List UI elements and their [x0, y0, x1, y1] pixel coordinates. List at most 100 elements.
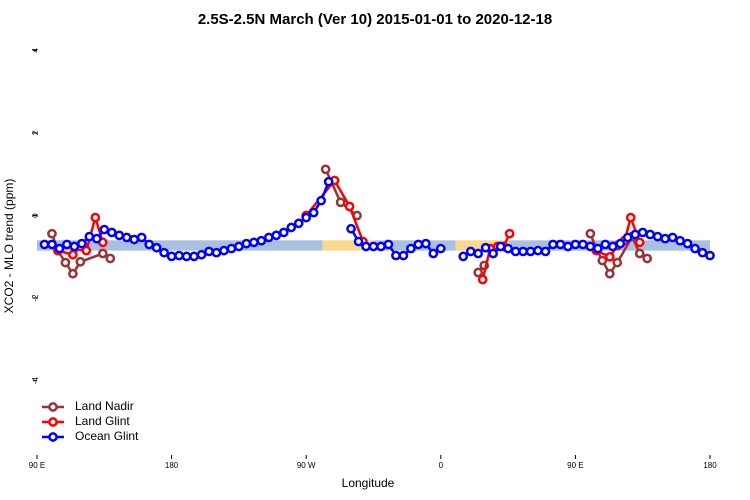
series-point — [151, 242, 162, 253]
series-point — [503, 243, 513, 254]
series-point — [320, 164, 331, 175]
series-point — [308, 207, 319, 218]
series-point — [361, 241, 371, 252]
series-point — [622, 232, 633, 243]
series-point — [286, 222, 297, 233]
series-point — [630, 229, 641, 240]
legend-marker — [48, 432, 58, 442]
series-point — [241, 238, 252, 249]
series-point — [495, 241, 506, 252]
series-point — [642, 253, 653, 264]
series-point — [211, 247, 222, 258]
legend-label: Land Nadir — [75, 399, 134, 413]
x-tick-label: 90 E — [567, 461, 583, 470]
series-point — [144, 239, 155, 250]
series-point — [234, 241, 244, 252]
series-point — [219, 245, 229, 256]
series-point — [652, 231, 663, 242]
series-point — [406, 243, 416, 254]
series-point — [293, 218, 304, 229]
series-point — [344, 201, 355, 212]
x-tick-label: 90 W — [297, 461, 316, 470]
y-tick-label: -2 — [31, 294, 40, 302]
band — [37, 240, 323, 251]
series-point — [420, 238, 431, 249]
series-point — [129, 234, 140, 245]
series-point — [47, 228, 57, 239]
series-point — [597, 255, 608, 266]
series-point — [189, 251, 199, 262]
y-tick-label: 2 — [31, 130, 40, 135]
series-point — [106, 227, 117, 238]
series-point — [263, 232, 274, 243]
legend-marker — [48, 417, 58, 427]
series-point — [697, 247, 708, 258]
series-point — [60, 257, 71, 268]
legend-marker — [48, 402, 58, 412]
series-point — [69, 241, 80, 252]
series-point — [68, 268, 78, 279]
series-point — [705, 250, 715, 261]
y-tick-label: -4 — [31, 377, 40, 385]
series-point — [81, 245, 92, 256]
series-point — [585, 228, 596, 239]
series-point — [166, 251, 177, 262]
series-point — [136, 232, 147, 243]
series-point — [368, 241, 379, 252]
series-point — [480, 242, 491, 253]
series-point — [301, 212, 312, 223]
series-point — [634, 237, 645, 248]
series-point — [555, 239, 566, 250]
series-point — [47, 239, 57, 250]
series-point — [256, 235, 267, 246]
legend-label: Land Glint — [75, 414, 130, 428]
y-tick-label: 4 — [31, 48, 40, 53]
series-point — [570, 239, 581, 250]
series-point — [578, 239, 588, 250]
series-point — [690, 243, 700, 254]
series-point — [316, 195, 327, 206]
series-point — [91, 233, 102, 244]
series-point — [97, 248, 108, 259]
series-point — [323, 176, 334, 187]
series-point — [625, 212, 636, 223]
series-point — [540, 246, 551, 257]
series-point — [465, 246, 476, 257]
series-point — [335, 197, 346, 208]
series-point — [413, 239, 424, 250]
series-point — [612, 257, 623, 268]
series-point — [604, 268, 615, 279]
series-point — [615, 238, 626, 249]
series-point — [548, 239, 558, 250]
series-point — [682, 238, 693, 249]
series-point — [428, 248, 439, 259]
series-point — [667, 232, 678, 243]
series-point — [62, 239, 72, 250]
series-point — [533, 245, 543, 256]
series-point — [604, 251, 615, 262]
series-point — [391, 250, 401, 261]
series-point — [592, 243, 603, 254]
x-tick-label: 0 — [439, 461, 444, 470]
series-point — [435, 243, 446, 254]
x-tick-label: 180 — [703, 461, 717, 470]
series-point — [473, 267, 484, 278]
series-point — [660, 233, 670, 244]
series-point — [525, 246, 536, 257]
series-point — [271, 230, 282, 241]
series-point — [504, 228, 515, 239]
series-point — [105, 253, 116, 264]
series-point — [346, 223, 356, 234]
series-point — [477, 274, 488, 285]
series-point — [675, 235, 685, 246]
series-point — [645, 229, 656, 240]
series-point — [54, 243, 65, 254]
series-point — [600, 239, 611, 250]
x-tick-label: 90 E — [29, 461, 45, 470]
series-point — [226, 243, 237, 254]
series-point — [563, 241, 573, 252]
series-point — [75, 256, 86, 267]
series-point — [458, 251, 469, 262]
series-point — [353, 236, 364, 247]
